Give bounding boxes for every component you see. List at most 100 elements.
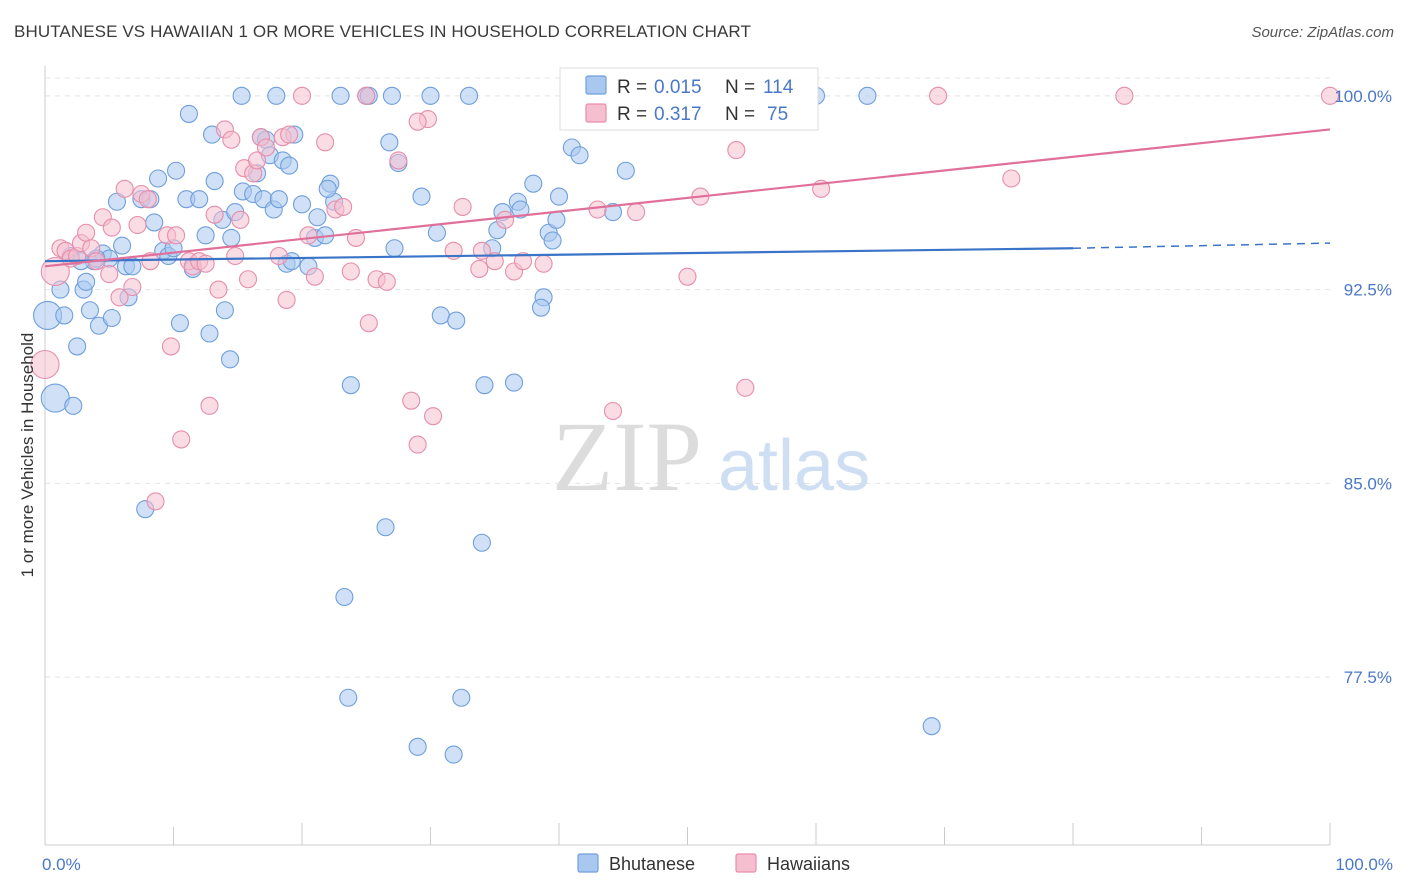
- y-tick-label: 85.0%: [1344, 474, 1392, 493]
- hawaiian-point: [205, 205, 224, 224]
- x-tick-label-start: 0.0%: [42, 855, 81, 874]
- hawaiian-point: [30, 349, 60, 380]
- hawaiian-point: [341, 262, 360, 281]
- stat-r-value-hawaiians: 0.317: [654, 104, 702, 125]
- bhutanese-trend-extension: [1072, 242, 1331, 249]
- stat-n-label-bhutanese: N =: [725, 77, 755, 98]
- bhutanese-point: [341, 376, 360, 395]
- legend-label-hawaiians: Hawaiians: [767, 854, 850, 874]
- bhutanese-point: [179, 104, 198, 123]
- bhutanese-point: [232, 86, 251, 105]
- bhutanese-point: [858, 86, 877, 105]
- hawaiian-point: [196, 254, 215, 273]
- hawaiian-point: [678, 267, 697, 286]
- stat-n-value-hawaiians: 75: [767, 104, 788, 125]
- bhutanese-point: [308, 208, 327, 227]
- hawaiian-point: [1320, 86, 1340, 105]
- hawaiian-point: [226, 246, 245, 266]
- bhutanese-point: [475, 376, 494, 395]
- watermark: ZIP atlas: [552, 401, 870, 512]
- y-axis-title: 1 or more Vehicles in Household: [18, 333, 37, 578]
- hawaiian-point: [316, 133, 335, 152]
- bhutanese-point: [922, 717, 941, 736]
- hawaiian-point: [359, 314, 378, 333]
- bhutanese-point: [444, 745, 463, 764]
- watermark-atlas: atlas: [718, 426, 870, 506]
- bhutanese-point: [382, 86, 402, 105]
- bhutanese-point: [190, 190, 209, 209]
- y-tick-labels: 77.5% 85.0% 92.5% 100.0%: [1334, 87, 1392, 687]
- bhutanese-point: [292, 195, 312, 214]
- legend-swatch-hawaiians: [735, 853, 757, 873]
- bhutanese-point: [427, 223, 446, 242]
- legend-label-bhutanese: Bhutanese: [609, 854, 695, 874]
- hawaiian-point: [588, 200, 607, 219]
- bhutanese-point: [543, 231, 562, 250]
- hawaiian-point: [389, 151, 408, 170]
- hawaiian-point: [408, 435, 427, 454]
- x-tick-labels: 0.0% 100.0%: [42, 855, 1393, 874]
- bhutanese-trend-line: [44, 247, 1074, 263]
- hawaiian-point: [408, 112, 427, 131]
- hawaiian-point: [627, 203, 646, 222]
- bhutanese-point: [113, 236, 132, 255]
- hawaiian-point: [1115, 86, 1134, 105]
- hawaiian-point: [146, 492, 165, 511]
- hawaiian-point: [138, 190, 157, 209]
- bhutanese-point: [452, 688, 471, 707]
- bhutanese-point: [431, 306, 450, 325]
- bhutanese-point: [205, 172, 224, 191]
- watermark-zip: ZIP: [552, 401, 702, 512]
- bhutanese-point: [549, 187, 569, 206]
- bhutanese-point: [267, 86, 286, 105]
- hawaiian-point: [736, 378, 755, 397]
- bhutanese-point: [280, 156, 299, 175]
- hawaiian-point: [357, 86, 376, 105]
- bhutanese-point: [385, 239, 404, 258]
- stat-n-value-bhutanese: 114: [763, 77, 794, 98]
- bhutanese-point: [167, 161, 186, 180]
- bhutanese-point: [447, 311, 466, 330]
- stat-r-label-bhutanese: R =: [617, 77, 647, 98]
- bhutanese-point: [335, 587, 354, 607]
- chart-title: BHUTANESE VS HAWAIIAN 1 OR MORE VEHICLES…: [14, 22, 751, 41]
- hawaiian-point: [534, 254, 553, 273]
- hawaiian-point: [727, 141, 746, 160]
- hawaiian-trend-line: [44, 128, 1331, 268]
- bhutanese-point: [459, 86, 479, 105]
- bhutanese-point: [222, 228, 241, 247]
- stat-r-value-bhutanese: 0.015: [654, 77, 702, 98]
- x-tick-label-end: 100.0%: [1335, 855, 1393, 874]
- bhutanese-point: [80, 301, 100, 320]
- bhutanese-point: [318, 179, 337, 198]
- hawaiian-point: [453, 197, 472, 216]
- bhutanese-point: [170, 314, 189, 333]
- hawaiian-point: [123, 277, 142, 297]
- y-tick-label: 92.5%: [1344, 281, 1392, 300]
- bhutanese-point: [149, 169, 168, 188]
- bhutanese-point: [547, 210, 566, 229]
- bhutanese-point: [102, 308, 121, 328]
- bhutanese-point: [570, 146, 589, 165]
- axes: [44, 66, 1331, 846]
- bhutanese-point: [421, 86, 440, 105]
- hawaiian-point: [110, 288, 129, 307]
- bhutanese-point: [616, 161, 635, 180]
- stat-r-label-hawaiians: R =: [617, 104, 647, 125]
- hawaiian-point: [513, 252, 533, 271]
- y-tick-label: 100.0%: [1334, 87, 1392, 106]
- bhutanese-point: [376, 518, 395, 537]
- hawaiian-point: [100, 265, 119, 284]
- bhutanese-point: [215, 301, 234, 320]
- legend-swatch-bhutanese: [577, 853, 599, 873]
- bhutanese-point: [339, 688, 358, 707]
- hawaiian-point: [200, 396, 219, 415]
- bhutanese-point: [472, 533, 491, 552]
- hawaiian-point: [305, 267, 324, 286]
- bhutanese-point: [68, 337, 87, 356]
- hawaiian-point: [470, 259, 489, 278]
- bhutanese-point: [196, 226, 215, 245]
- hawaiian-point: [929, 86, 948, 105]
- hawaiian-point: [161, 337, 180, 356]
